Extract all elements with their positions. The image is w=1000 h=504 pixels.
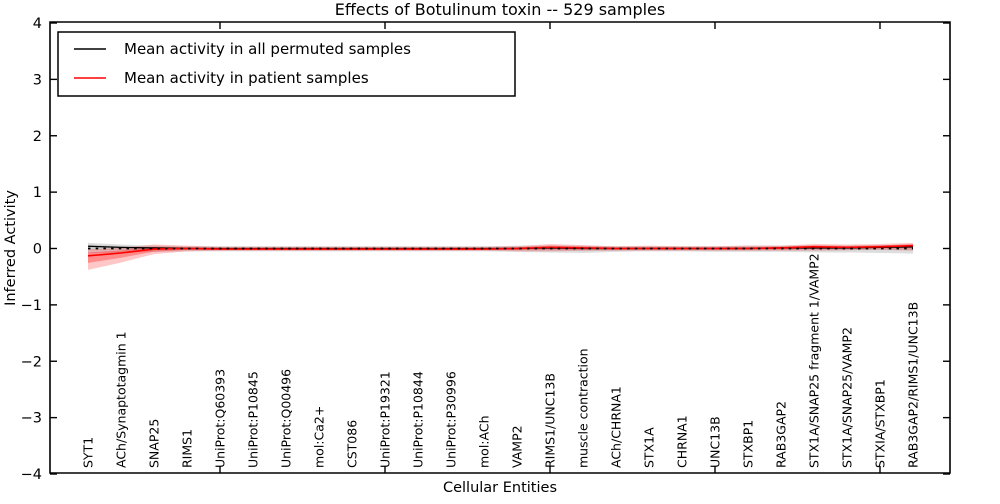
x-axis-label: Cellular Entities: [443, 480, 557, 496]
x-category-label: ACh/CHRNA1: [609, 386, 624, 468]
x-category-label: RAB3GAP2/RIMS1/UNC13B: [906, 302, 921, 468]
y-tick-label: 0: [33, 242, 42, 258]
x-category-label: UniProt:P30996: [444, 371, 459, 468]
x-category-label: VAMP2: [510, 425, 525, 468]
series-lines: [87, 244, 914, 257]
x-category-label: STX1A/SNAP25/VAMP2: [840, 327, 855, 468]
y-tick-label: −3: [21, 411, 42, 427]
x-category-label: muscle contraction: [576, 348, 591, 468]
x-category-label: UniProt:P10844: [411, 371, 426, 468]
x-category-label: UniProt:P10845: [246, 371, 261, 468]
x-category-label: UniProt:P19321: [378, 371, 393, 468]
plot-frame: [49, 21, 951, 474]
x-category-label: RIMS1: [180, 429, 195, 468]
legend-box: [57, 31, 516, 97]
x-category-label: CST086: [345, 420, 360, 468]
x-category-label: SYT1: [81, 437, 96, 468]
y-tick-label: −4: [21, 467, 42, 483]
x-category-label: mol:Ca2+: [312, 406, 327, 468]
legend-label-permuted: Mean activity in all permuted samples: [124, 40, 411, 58]
tick-labels: 4 3 2 1 0 −1 −2 −3 −4: [21, 16, 42, 483]
category-labels: SYT1 ACh/Synaptotagmin 1 SNAP25 RIMS1 UniPro…: [81, 253, 921, 468]
x-category-label: STX1A/SNAP25 fragment 1/VAMP2: [807, 253, 822, 468]
x-category-label: ACh/Synaptotagmin 1: [114, 331, 129, 468]
x-category-label: SNAP25: [147, 419, 162, 468]
y-tick-label: 3: [33, 72, 42, 88]
y-axis-label: Inferred Activity: [3, 190, 19, 306]
x-category-label: STX1A: [642, 427, 657, 468]
legend-label-patient: Mean activity in patient samples: [124, 69, 369, 87]
x-category-label: RIMS1/UNC13B: [543, 373, 558, 468]
y-tick-label: 2: [33, 129, 42, 145]
chart-title: Effects of Botulinum toxin -- 529 sample…: [335, 0, 665, 19]
legend: Mean activity in all permuted samples Me…: [57, 31, 516, 97]
x-category-label: STXBP1: [741, 420, 756, 468]
x-category-label: CHRNA1: [675, 415, 690, 468]
x-category-label: mol:ACh: [477, 416, 492, 469]
x-category-label: STXIA/STXBP1: [873, 379, 888, 468]
x-category-label: UniProt:Q00496: [279, 369, 294, 468]
axes-frame: [49, 21, 951, 475]
x-category-label: RAB3GAP2: [774, 401, 789, 468]
y-tick-label: −2: [21, 354, 42, 370]
y-tick-label: 4: [33, 16, 42, 32]
y-tick-label: 1: [33, 185, 42, 201]
x-category-label: UniProt:Q60393: [213, 369, 228, 468]
y-tick-label: −1: [21, 298, 42, 314]
x-category-label: UNC13B: [708, 416, 723, 468]
